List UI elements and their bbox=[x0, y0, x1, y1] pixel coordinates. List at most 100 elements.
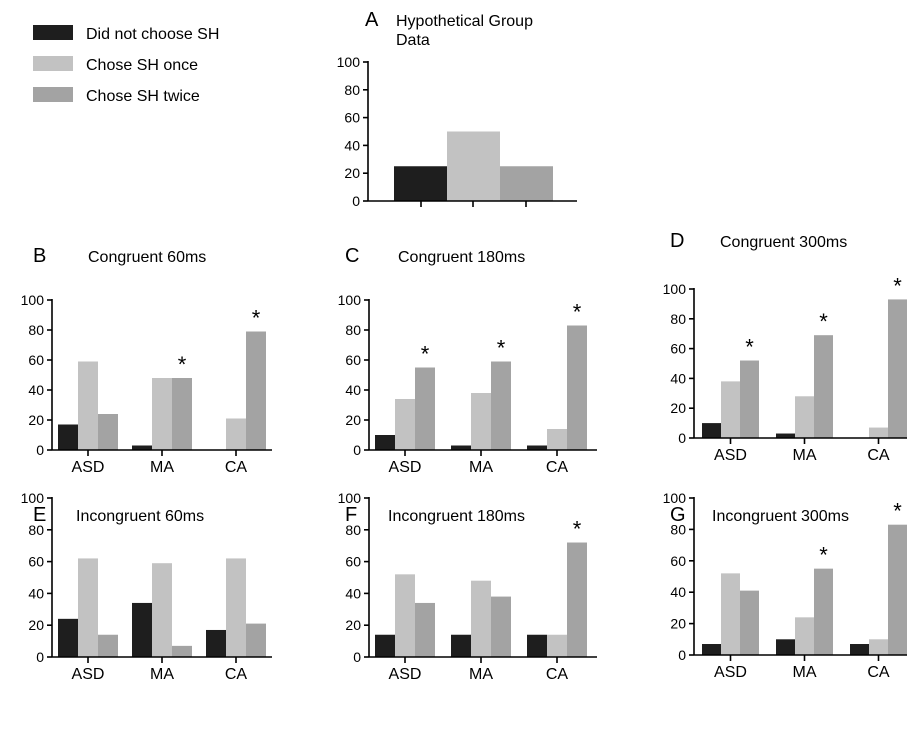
bar-b-asd-chose-sh-once bbox=[78, 361, 98, 450]
bar-e-ca-chose-sh-once bbox=[226, 558, 246, 657]
panel-g: G Incongruent 300ms 0 20 40 60 80 100 ASD MA CA * * bbox=[663, 490, 907, 681]
bar-e-asd-did-not-choose-sh bbox=[58, 618, 78, 657]
panel-d: D Congruent 300ms 0 20 40 60 80 100 ASD MA CA * * * bbox=[663, 230, 907, 464]
y-tick-label-e-60: 60 bbox=[28, 554, 44, 570]
y-tick-label-f-100: 100 bbox=[338, 490, 362, 506]
significance-marker-d-ma: * bbox=[819, 309, 828, 334]
significance-marker-b-ma: * bbox=[178, 352, 187, 377]
y-tick-label-c-100: 100 bbox=[338, 292, 362, 308]
bar-d-asd-did-not-choose-sh bbox=[702, 423, 721, 438]
panel-letter-c: C bbox=[345, 245, 359, 267]
bar-f-asd-did-not-choose-sh bbox=[375, 634, 395, 657]
category-label-f-asd: ASD bbox=[389, 666, 422, 683]
bar-e-ma-chose-sh-once bbox=[152, 563, 172, 657]
category-label-g-asd: ASD bbox=[714, 664, 747, 681]
bar-f-ca-chose-sh-once bbox=[547, 634, 567, 657]
category-label-g-ca: CA bbox=[867, 664, 890, 681]
category-label-g-ma: MA bbox=[793, 664, 817, 681]
y-tick-label-g-0: 0 bbox=[678, 647, 686, 663]
bar-d-ca-chose-sh-twice bbox=[888, 299, 907, 438]
y-tick-label-f-60: 60 bbox=[345, 554, 361, 570]
significance-marker-d-asd: * bbox=[745, 335, 754, 360]
legend-label-chose-sh-twice: Chose SH twice bbox=[86, 88, 200, 105]
bar-b-ca-chose-sh-once bbox=[226, 418, 246, 450]
significance-marker-c-ma: * bbox=[497, 336, 506, 361]
bar-g-asd-chose-sh-once bbox=[721, 573, 740, 655]
category-label-b-ca: CA bbox=[225, 459, 248, 476]
category-label-c-ca: CA bbox=[546, 459, 569, 476]
bar-d-asd-chose-sh-once bbox=[721, 381, 740, 438]
bar-g-ma-chose-sh-twice bbox=[814, 568, 833, 655]
bar-g-asd-chose-sh-twice bbox=[740, 590, 759, 655]
y-tick-label-f-40: 40 bbox=[345, 585, 361, 601]
bar-e-asd-chose-sh-twice bbox=[98, 634, 118, 657]
y-tick-label-b-60: 60 bbox=[28, 352, 44, 368]
y-tick-label-b-40: 40 bbox=[28, 382, 44, 398]
y-tick-label-d-20: 20 bbox=[670, 400, 686, 416]
y-tick-label-c-40: 40 bbox=[345, 382, 361, 398]
y-tick-label-a-40: 40 bbox=[344, 137, 360, 153]
significance-marker-d-ca: * bbox=[893, 273, 902, 298]
y-tick-label-f-0: 0 bbox=[353, 649, 361, 665]
panel-letter-d: D bbox=[670, 230, 684, 252]
bar-b-ma-did-not-choose-sh bbox=[132, 445, 152, 450]
bar-b-ma-chose-sh-twice bbox=[172, 378, 192, 450]
bar-f-ma-chose-sh-twice bbox=[491, 596, 511, 657]
legend-label-chose-sh-once: Chose SH once bbox=[86, 57, 198, 74]
y-tick-label-d-0: 0 bbox=[678, 430, 686, 446]
category-label-d-asd: ASD bbox=[714, 447, 747, 464]
y-tick-label-b-80: 80 bbox=[28, 322, 44, 338]
panel-title-c: Congruent 180ms bbox=[398, 249, 525, 266]
bar-f-asd-chose-sh-once bbox=[395, 574, 415, 657]
bar-g-ma-did-not-choose-sh bbox=[776, 639, 795, 655]
y-tick-label-c-60: 60 bbox=[345, 352, 361, 368]
bar-f-ca-did-not-choose-sh bbox=[527, 634, 547, 657]
significance-marker-g-ma: * bbox=[819, 543, 828, 568]
significance-marker-b-ca: * bbox=[252, 306, 261, 331]
panel-b: B Congruent 60ms 0 20 40 60 80 100 ASD MA CA * * bbox=[21, 245, 272, 476]
bar-d-asd-chose-sh-twice bbox=[740, 360, 759, 438]
panel-letter-f: F bbox=[345, 504, 357, 526]
bar-c-ca-chose-sh-twice bbox=[567, 325, 587, 450]
y-tick-label-a-80: 80 bbox=[344, 82, 360, 98]
bar-c-asd-chose-sh-twice bbox=[415, 367, 435, 450]
y-tick-label-c-20: 20 bbox=[345, 412, 361, 428]
y-tick-label-d-40: 40 bbox=[670, 370, 686, 386]
bar-e-ca-chose-sh-twice bbox=[246, 623, 266, 657]
bar-a-group-did-not-choose-sh bbox=[394, 166, 447, 201]
bar-f-ca-chose-sh-twice bbox=[567, 542, 587, 657]
panel-a: A Hypothetical Group Data 0 20 40 60 80 100 bbox=[337, 9, 577, 209]
panel-letter-g: G bbox=[670, 504, 686, 526]
bar-c-ca-chose-sh-once bbox=[547, 429, 567, 450]
bar-b-asd-did-not-choose-sh bbox=[58, 424, 78, 450]
category-label-f-ma: MA bbox=[469, 666, 493, 683]
y-tick-label-g-80: 80 bbox=[670, 521, 686, 537]
bar-g-ca-chose-sh-once bbox=[869, 639, 888, 655]
bar-a-group-chose-sh-once bbox=[447, 131, 500, 201]
category-label-e-ma: MA bbox=[150, 666, 174, 683]
y-tick-label-e-100: 100 bbox=[21, 490, 45, 506]
legend-label-did-not-choose-sh: Did not choose SH bbox=[86, 26, 219, 43]
y-tick-label-f-80: 80 bbox=[345, 522, 361, 538]
y-tick-label-g-60: 60 bbox=[670, 553, 686, 569]
bar-b-asd-chose-sh-twice bbox=[98, 414, 118, 450]
bar-g-ca-chose-sh-twice bbox=[888, 524, 907, 655]
y-tick-label-e-0: 0 bbox=[36, 649, 44, 665]
bar-e-ma-chose-sh-twice bbox=[172, 645, 192, 657]
y-tick-label-b-20: 20 bbox=[28, 412, 44, 428]
bar-d-ma-chose-sh-twice bbox=[814, 335, 833, 438]
y-tick-label-d-80: 80 bbox=[670, 311, 686, 327]
panels: A Hypothetical Group Data 0 20 40 60 80 100 B Cong… bbox=[21, 9, 907, 683]
bar-c-ma-did-not-choose-sh bbox=[451, 445, 471, 450]
bar-g-ca-did-not-choose-sh bbox=[850, 644, 869, 655]
bar-e-ma-did-not-choose-sh bbox=[132, 602, 152, 657]
significance-marker-c-ca: * bbox=[573, 300, 582, 325]
bar-f-asd-chose-sh-twice bbox=[415, 602, 435, 657]
panel-title-a: Hypothetical Group Data bbox=[396, 13, 533, 49]
y-tick-label-e-80: 80 bbox=[28, 522, 44, 538]
significance-marker-g-ca: * bbox=[893, 499, 902, 524]
legend: Did not choose SH Chose SH once Chose SH t… bbox=[33, 25, 219, 105]
panel-title-f: Incongruent 180ms bbox=[388, 508, 525, 525]
bar-f-ma-did-not-choose-sh bbox=[451, 634, 471, 657]
bar-g-asd-did-not-choose-sh bbox=[702, 644, 721, 655]
